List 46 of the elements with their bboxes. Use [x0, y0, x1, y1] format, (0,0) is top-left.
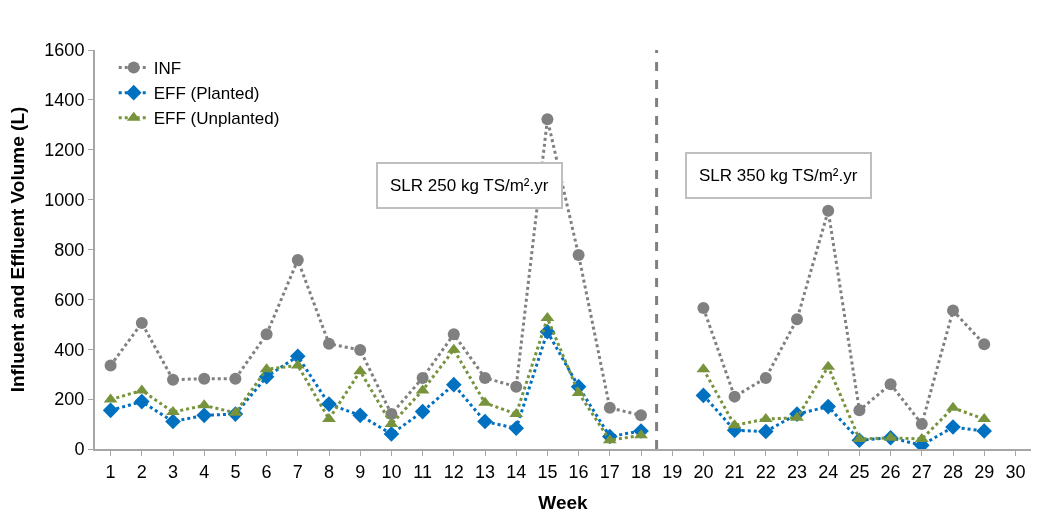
- x-axis-title: Week: [538, 491, 589, 513]
- x-tick-label: 21: [724, 461, 745, 482]
- legend-label: EFF (Unplanted): [153, 109, 280, 129]
- x-tick-label: 11: [413, 461, 432, 482]
- x-tick-label: 29: [974, 461, 995, 482]
- x-tick-label: 8: [323, 461, 335, 482]
- y-tick-label: 1400: [44, 90, 85, 111]
- x-tick-label: 26: [880, 461, 901, 482]
- x-tick-label: 17: [599, 461, 620, 482]
- x-tick-label: 18: [630, 461, 652, 482]
- x-tick-label: 24: [818, 461, 839, 482]
- x-tick-label: 1: [105, 461, 116, 482]
- y-tick-label: 400: [54, 339, 85, 360]
- y-tick-label: 1200: [44, 140, 85, 161]
- y-tick-label: 1000: [44, 189, 85, 210]
- x-tick-label: 6: [261, 461, 272, 482]
- legend-label: INF: [153, 59, 182, 79]
- x-tick-label: 16: [568, 461, 589, 482]
- x-tick-label: 7: [292, 461, 303, 482]
- y-tick-label: 600: [54, 289, 85, 310]
- x-tick-label: 15: [537, 461, 558, 482]
- x-tick-label: 30: [1005, 461, 1026, 482]
- x-tick-label: 20: [693, 461, 714, 482]
- x-tick-label: 2: [136, 461, 147, 482]
- y-tick-label: 1600: [44, 40, 85, 61]
- x-tick-label: 28: [942, 461, 964, 482]
- x-tick-label: 3: [167, 461, 179, 482]
- annotation: SLR 250 kg TS/m².yr: [390, 176, 549, 195]
- x-tick-label: 22: [755, 461, 776, 482]
- y-tick-label: 0: [74, 439, 85, 460]
- y-axis-title: Influent and Effluent Volume (L): [6, 106, 28, 393]
- x-tick-label: 19: [662, 461, 683, 482]
- x-tick-label: 14: [506, 461, 527, 482]
- x-tick-label: 23: [786, 461, 808, 482]
- x-tick-label: 13: [474, 461, 496, 482]
- x-tick-label: 25: [849, 461, 870, 482]
- x-tick-label: 10: [381, 461, 402, 482]
- x-tick-label: 12: [443, 461, 464, 482]
- x-tick-label: 5: [230, 461, 241, 482]
- x-tick-label: 27: [911, 461, 932, 482]
- annotation: SLR 350 kg TS/m².yr: [699, 166, 858, 185]
- x-tick-label: 4: [199, 461, 210, 482]
- legend-label: EFF (Planted): [153, 84, 260, 104]
- y-tick-label: 200: [54, 389, 85, 410]
- y-tick-label: 800: [54, 239, 85, 260]
- x-tick-label: 9: [355, 461, 366, 482]
